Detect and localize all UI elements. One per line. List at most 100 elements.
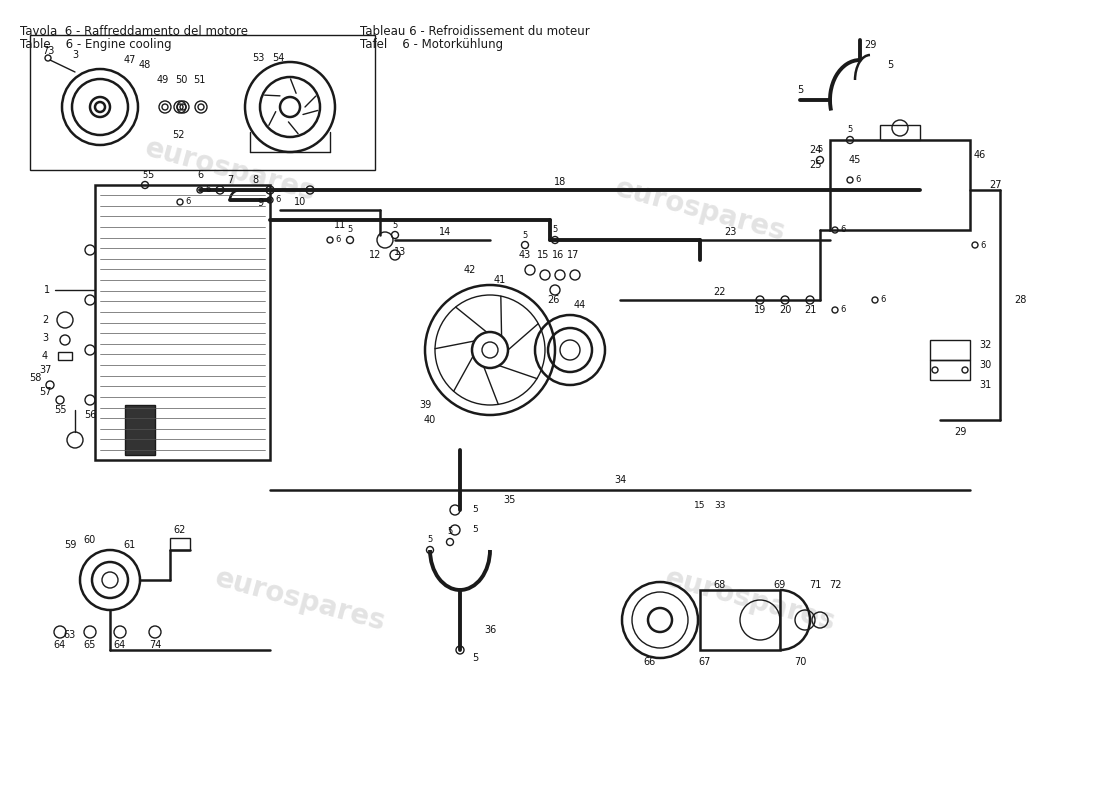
Text: 60: 60 <box>84 535 96 545</box>
Text: 5: 5 <box>142 170 147 179</box>
Text: 15: 15 <box>694 501 706 510</box>
Bar <box>30 35 375 170</box>
Text: 23: 23 <box>724 227 736 237</box>
Text: 47: 47 <box>124 55 136 65</box>
Text: eurospares: eurospares <box>142 134 319 206</box>
Bar <box>880 125 920 140</box>
Text: 27: 27 <box>989 180 1001 190</box>
Text: 13: 13 <box>394 247 406 257</box>
Text: 6: 6 <box>880 295 886 305</box>
Text: Tavola  6 - Raffreddamento del motore: Tavola 6 - Raffreddamento del motore <box>20 25 248 38</box>
Text: 74: 74 <box>148 640 162 650</box>
Text: 51: 51 <box>192 75 206 85</box>
Text: 64: 64 <box>54 640 66 650</box>
Bar <box>700 590 780 650</box>
Text: 5: 5 <box>522 230 528 239</box>
Text: 32: 32 <box>979 340 991 350</box>
Text: 52: 52 <box>172 130 185 140</box>
Text: 54: 54 <box>272 53 284 63</box>
Text: 6: 6 <box>206 186 211 194</box>
Text: 39: 39 <box>419 400 431 410</box>
Bar <box>930 340 970 360</box>
Text: 18: 18 <box>554 177 566 187</box>
Text: 34: 34 <box>614 475 626 485</box>
Text: 62: 62 <box>174 525 186 535</box>
Text: 29: 29 <box>864 40 877 50</box>
Text: Table    6 - Engine cooling: Table 6 - Engine cooling <box>20 38 172 51</box>
Text: 21: 21 <box>804 305 816 315</box>
Text: 43: 43 <box>519 250 531 260</box>
Text: 42: 42 <box>464 265 476 275</box>
Text: 30: 30 <box>979 360 991 370</box>
Text: 20: 20 <box>779 305 791 315</box>
Text: Tableau 6 - Refroidissement du moteur: Tableau 6 - Refroidissement du moteur <box>360 25 590 38</box>
Text: 45: 45 <box>849 155 861 165</box>
Text: 63: 63 <box>64 630 76 640</box>
Text: 10: 10 <box>294 197 306 207</box>
Text: 50: 50 <box>175 75 187 85</box>
Text: 19: 19 <box>754 305 766 315</box>
Text: 59: 59 <box>64 540 76 550</box>
Text: Tafel    6 - Motorkühlung: Tafel 6 - Motorkühlung <box>360 38 503 51</box>
Text: 64: 64 <box>114 640 126 650</box>
Text: eurospares: eurospares <box>661 564 838 636</box>
Text: 6: 6 <box>185 198 190 206</box>
Text: 5: 5 <box>393 221 397 230</box>
Text: 9: 9 <box>257 198 263 208</box>
Text: 24: 24 <box>808 145 822 155</box>
Text: 65: 65 <box>84 640 96 650</box>
Text: 35: 35 <box>504 495 516 505</box>
Text: 6: 6 <box>980 241 986 250</box>
Text: 61: 61 <box>124 540 136 550</box>
Text: 8: 8 <box>252 175 258 185</box>
Text: 5: 5 <box>887 60 893 70</box>
Text: 5: 5 <box>147 170 153 180</box>
Text: 4: 4 <box>42 351 48 361</box>
Bar <box>930 360 970 380</box>
Text: 15: 15 <box>537 250 549 260</box>
Text: 11: 11 <box>334 220 346 230</box>
Text: 7: 7 <box>227 175 233 185</box>
Text: 5: 5 <box>817 146 823 154</box>
Text: 1: 1 <box>44 285 50 295</box>
Text: 48: 48 <box>139 60 151 70</box>
Text: 6: 6 <box>856 175 860 185</box>
Text: 56: 56 <box>84 410 96 420</box>
Text: 66: 66 <box>644 657 656 667</box>
Text: 25: 25 <box>808 160 822 170</box>
Text: 46: 46 <box>974 150 986 160</box>
Text: 5: 5 <box>348 226 353 234</box>
Text: 36: 36 <box>484 625 496 635</box>
Text: 55: 55 <box>54 405 66 415</box>
Text: 40: 40 <box>424 415 436 425</box>
Text: 71: 71 <box>808 580 822 590</box>
Text: 14: 14 <box>439 227 451 237</box>
Text: 5: 5 <box>847 126 852 134</box>
Text: 37: 37 <box>39 365 52 375</box>
Text: 5: 5 <box>552 226 558 234</box>
Bar <box>58 352 72 360</box>
Text: 5: 5 <box>448 527 452 537</box>
Text: 70: 70 <box>794 657 806 667</box>
Text: 6: 6 <box>840 226 846 234</box>
Text: 53: 53 <box>252 53 264 63</box>
Text: 69: 69 <box>774 580 786 590</box>
Text: 26: 26 <box>547 295 559 305</box>
Text: 22: 22 <box>714 287 726 297</box>
Text: 28: 28 <box>1014 295 1026 305</box>
Text: 5: 5 <box>472 526 477 534</box>
Text: eurospares: eurospares <box>211 564 388 636</box>
Bar <box>95 185 270 460</box>
Text: 5: 5 <box>472 653 478 663</box>
Text: 67: 67 <box>698 657 712 667</box>
Bar <box>170 538 190 550</box>
Text: 5: 5 <box>428 535 432 545</box>
Text: 41: 41 <box>494 275 506 285</box>
Text: 6: 6 <box>275 195 280 205</box>
Text: 68: 68 <box>714 580 726 590</box>
Text: 58: 58 <box>29 373 41 383</box>
Text: 6: 6 <box>336 235 341 245</box>
Text: 72: 72 <box>828 580 842 590</box>
Text: 17: 17 <box>566 250 580 260</box>
Text: 16: 16 <box>552 250 564 260</box>
